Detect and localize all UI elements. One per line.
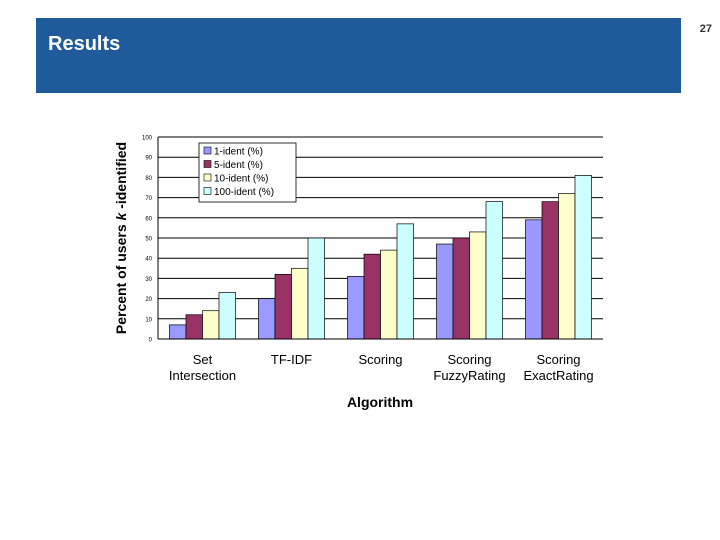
x-tick-label-line: Set	[193, 352, 213, 367]
x-tick-label: TF-IDF	[271, 352, 312, 367]
bar-1-5	[525, 219, 543, 340]
x-tick-label-line: Scoring	[447, 352, 491, 367]
bar-2-4	[452, 237, 470, 340]
legend-label-4: 100-ident (%)	[214, 187, 274, 198]
title-banner: Results	[36, 18, 681, 93]
x-tick-label: Scoring ExactRating	[523, 352, 593, 383]
legend: 1-ident (%) 5-ident (%) 10-ident (%) 100-id…	[198, 142, 297, 203]
legend-swatch-2	[203, 160, 212, 168]
y-tick-label: 80	[145, 176, 152, 182]
bar-3-1	[202, 310, 220, 340]
x-tick-label-line: FuzzyRating	[433, 368, 505, 383]
y-axis-label: Percent of users k -identified	[113, 142, 129, 334]
y-tick-labels: 0 10 20 30 40 50 60 70 80 90 100	[142, 136, 153, 344]
y-tick-label: 50	[145, 237, 152, 243]
bar-3-5	[558, 193, 576, 340]
y-tick-label: 10	[145, 317, 152, 323]
legend-swatch-4	[203, 187, 212, 195]
y-tick-label: 0	[149, 338, 153, 344]
slide-title: Results	[48, 33, 121, 55]
bar-2-5	[541, 201, 559, 340]
bar-4-5	[574, 175, 592, 340]
axes	[157, 137, 603, 340]
x-tick-label-line: Scoring	[536, 352, 580, 367]
y-tick-label: 100	[142, 136, 153, 142]
y-tick-label: 70	[145, 196, 152, 202]
x-tick-label: Scoring	[358, 352, 402, 367]
y-tick-label: 40	[145, 257, 152, 263]
legend-swatch-3	[203, 173, 212, 182]
bars	[169, 175, 592, 340]
legend-label-3: 10-ident (%)	[214, 174, 268, 185]
legend-box	[198, 142, 297, 203]
y-tick-label: 90	[145, 156, 152, 162]
bar-1-2	[258, 298, 276, 340]
bar-4-2	[307, 237, 325, 340]
x-tick-label-line: Scoring	[358, 352, 402, 367]
page-number: 27	[699, 23, 712, 35]
y-tick-label: 20	[145, 297, 152, 303]
y-tick-label: 30	[145, 277, 152, 283]
legend-label-1: 1-ident (%)	[214, 147, 263, 158]
bar-4-4	[485, 201, 503, 340]
bar-3-3	[380, 249, 398, 340]
bar-3-4	[469, 231, 487, 340]
legend-label-2: 5-ident (%)	[214, 160, 263, 171]
y-tick-label: 60	[145, 216, 152, 222]
y-axis-label-suffix: -identified	[113, 142, 129, 213]
bar-1-3	[347, 276, 365, 340]
legend-swatch-1	[203, 146, 212, 155]
x-tick-label-line: Intersection	[169, 368, 236, 383]
bar-2-1	[185, 314, 203, 340]
bar-4-3	[396, 223, 414, 340]
bar-1-4	[436, 243, 454, 340]
bar-3-2	[291, 267, 309, 340]
y-axis-label-k: k	[113, 211, 129, 220]
bar-1-1	[169, 324, 187, 340]
x-tick-label-line: ExactRating	[523, 368, 593, 383]
x-axis-label: Algorithm	[347, 394, 413, 410]
x-tick-label-line: TF-IDF	[271, 352, 312, 367]
x-tick-label: Scoring FuzzyRating	[433, 352, 505, 383]
bar-4-1	[218, 292, 236, 340]
x-tick-label: Set Intersection	[169, 352, 236, 383]
bar-2-3	[363, 253, 381, 340]
y-axis-label-prefix: Percent of users	[113, 220, 129, 334]
bar-2-2	[274, 274, 292, 340]
